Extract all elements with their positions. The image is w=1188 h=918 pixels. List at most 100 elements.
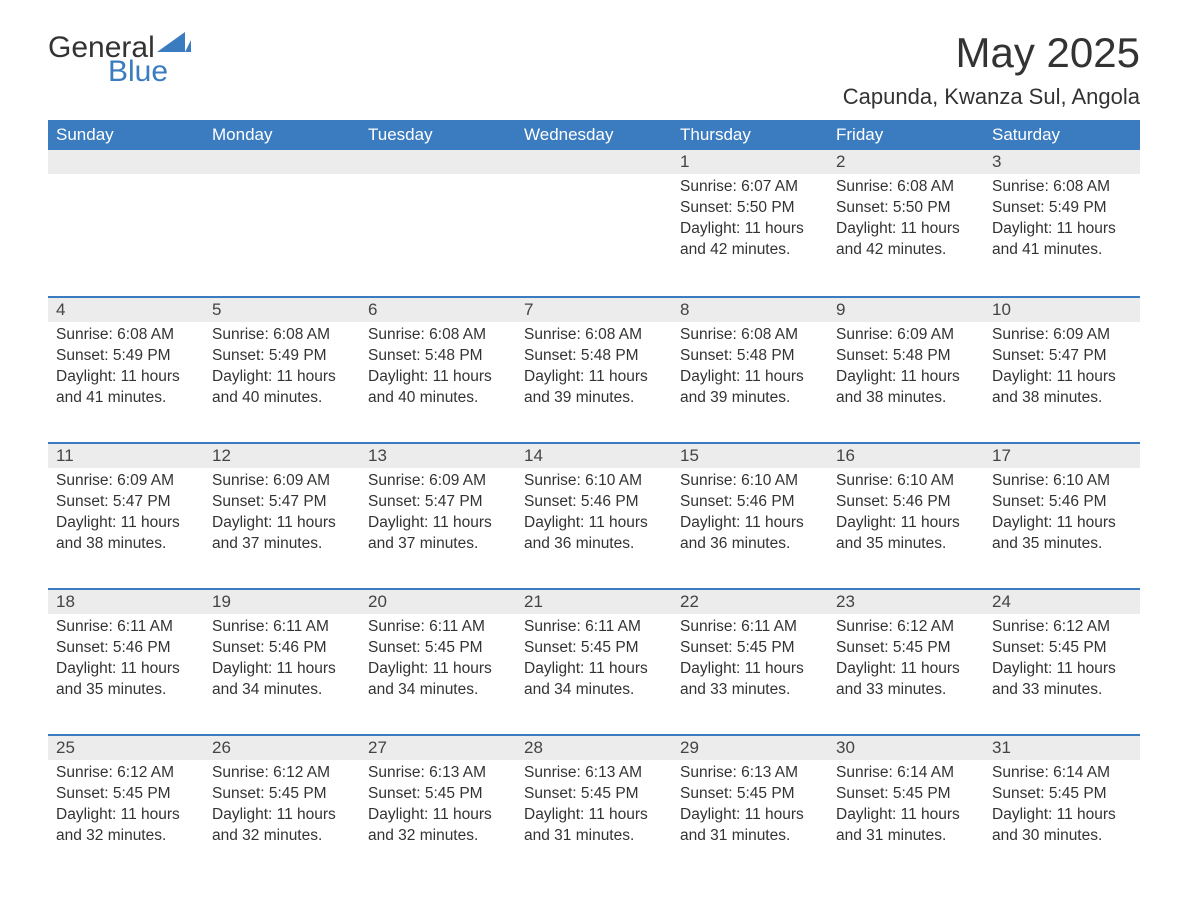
day-details: Sunrise: 6:13 AMSunset: 5:45 PMDaylight:… (516, 760, 672, 853)
day-number: 9 (828, 296, 984, 322)
day-number: 19 (204, 588, 360, 614)
calendar-day-cell: 5Sunrise: 6:08 AMSunset: 5:49 PMDaylight… (204, 296, 360, 442)
sunset-line: Sunset: 5:50 PM (680, 198, 820, 219)
sunrise-line: Sunrise: 6:12 AM (992, 617, 1132, 638)
day-details: Sunrise: 6:09 AMSunset: 5:48 PMDaylight:… (828, 322, 984, 415)
daylight-line: Daylight: 11 hours and 39 minutes. (680, 367, 820, 409)
day-details: Sunrise: 6:11 AMSunset: 5:45 PMDaylight:… (516, 614, 672, 707)
day-details: Sunrise: 6:08 AMSunset: 5:49 PMDaylight:… (48, 322, 204, 415)
sunset-line: Sunset: 5:45 PM (524, 784, 664, 805)
sunset-line: Sunset: 5:47 PM (212, 492, 352, 513)
day-details: Sunrise: 6:11 AMSunset: 5:46 PMDaylight:… (48, 614, 204, 707)
calendar-day-cell: 18Sunrise: 6:11 AMSunset: 5:46 PMDayligh… (48, 588, 204, 734)
day-details: Sunrise: 6:11 AMSunset: 5:45 PMDaylight:… (360, 614, 516, 707)
calendar-day-cell: 15Sunrise: 6:10 AMSunset: 5:46 PMDayligh… (672, 442, 828, 588)
sunset-line: Sunset: 5:47 PM (368, 492, 508, 513)
day-number: 17 (984, 442, 1140, 468)
calendar-week-row: 11Sunrise: 6:09 AMSunset: 5:47 PMDayligh… (48, 442, 1140, 588)
calendar-day-cell: 30Sunrise: 6:14 AMSunset: 5:45 PMDayligh… (828, 734, 984, 880)
sunset-line: Sunset: 5:48 PM (368, 346, 508, 367)
day-details: Sunrise: 6:08 AMSunset: 5:48 PMDaylight:… (672, 322, 828, 415)
sunrise-line: Sunrise: 6:12 AM (56, 763, 196, 784)
day-details: Sunrise: 6:14 AMSunset: 5:45 PMDaylight:… (828, 760, 984, 853)
day-number (204, 150, 360, 174)
sunrise-line: Sunrise: 6:14 AM (992, 763, 1132, 784)
weekday-header: Friday (828, 120, 984, 150)
calendar-day-cell: 27Sunrise: 6:13 AMSunset: 5:45 PMDayligh… (360, 734, 516, 880)
daylight-line: Daylight: 11 hours and 33 minutes. (680, 659, 820, 701)
day-details (48, 174, 204, 254)
day-details: Sunrise: 6:09 AMSunset: 5:47 PMDaylight:… (204, 468, 360, 561)
sunrise-line: Sunrise: 6:11 AM (212, 617, 352, 638)
daylight-line: Daylight: 11 hours and 38 minutes. (56, 513, 196, 555)
day-number: 27 (360, 734, 516, 760)
calendar-day-cell: 23Sunrise: 6:12 AMSunset: 5:45 PMDayligh… (828, 588, 984, 734)
sunset-line: Sunset: 5:47 PM (56, 492, 196, 513)
daylight-line: Daylight: 11 hours and 37 minutes. (212, 513, 352, 555)
sunset-line: Sunset: 5:46 PM (212, 638, 352, 659)
logo: General Blue (48, 30, 193, 87)
calendar-day-cell (48, 150, 204, 296)
daylight-line: Daylight: 11 hours and 42 minutes. (680, 219, 820, 261)
sunset-line: Sunset: 5:45 PM (680, 784, 820, 805)
daylight-line: Daylight: 11 hours and 34 minutes. (524, 659, 664, 701)
sunset-line: Sunset: 5:46 PM (992, 492, 1132, 513)
day-details: Sunrise: 6:09 AMSunset: 5:47 PMDaylight:… (984, 322, 1140, 415)
day-number: 15 (672, 442, 828, 468)
calendar-day-cell: 20Sunrise: 6:11 AMSunset: 5:45 PMDayligh… (360, 588, 516, 734)
calendar-day-cell: 9Sunrise: 6:09 AMSunset: 5:48 PMDaylight… (828, 296, 984, 442)
sunrise-line: Sunrise: 6:11 AM (368, 617, 508, 638)
sunrise-line: Sunrise: 6:08 AM (212, 325, 352, 346)
sunrise-line: Sunrise: 6:12 AM (836, 617, 976, 638)
sunset-line: Sunset: 5:46 PM (836, 492, 976, 513)
sunrise-line: Sunrise: 6:11 AM (56, 617, 196, 638)
daylight-line: Daylight: 11 hours and 34 minutes. (368, 659, 508, 701)
sunrise-line: Sunrise: 6:11 AM (680, 617, 820, 638)
sunset-line: Sunset: 5:45 PM (368, 638, 508, 659)
calendar-header-row: Sunday Monday Tuesday Wednesday Thursday… (48, 120, 1140, 150)
weekday-header: Sunday (48, 120, 204, 150)
day-details: Sunrise: 6:11 AMSunset: 5:46 PMDaylight:… (204, 614, 360, 707)
day-number: 29 (672, 734, 828, 760)
day-number: 11 (48, 442, 204, 468)
calendar-day-cell: 17Sunrise: 6:10 AMSunset: 5:46 PMDayligh… (984, 442, 1140, 588)
day-details (204, 174, 360, 254)
sunrise-line: Sunrise: 6:13 AM (524, 763, 664, 784)
sunrise-line: Sunrise: 6:08 AM (524, 325, 664, 346)
day-number: 13 (360, 442, 516, 468)
page-subtitle: Capunda, Kwanza Sul, Angola (843, 84, 1140, 110)
weekday-header: Thursday (672, 120, 828, 150)
day-number: 16 (828, 442, 984, 468)
sunrise-line: Sunrise: 6:09 AM (212, 471, 352, 492)
weekday-header: Wednesday (516, 120, 672, 150)
sunset-line: Sunset: 5:48 PM (680, 346, 820, 367)
day-number: 7 (516, 296, 672, 322)
day-number: 4 (48, 296, 204, 322)
sunset-line: Sunset: 5:49 PM (56, 346, 196, 367)
daylight-line: Daylight: 11 hours and 30 minutes. (992, 805, 1132, 847)
sunrise-line: Sunrise: 6:08 AM (836, 177, 976, 198)
day-number: 6 (360, 296, 516, 322)
daylight-line: Daylight: 11 hours and 41 minutes. (992, 219, 1132, 261)
sunrise-line: Sunrise: 6:08 AM (368, 325, 508, 346)
daylight-line: Daylight: 11 hours and 36 minutes. (680, 513, 820, 555)
calendar-day-cell: 29Sunrise: 6:13 AMSunset: 5:45 PMDayligh… (672, 734, 828, 880)
day-number: 30 (828, 734, 984, 760)
day-details: Sunrise: 6:13 AMSunset: 5:45 PMDaylight:… (672, 760, 828, 853)
day-number (360, 150, 516, 174)
day-details: Sunrise: 6:07 AMSunset: 5:50 PMDaylight:… (672, 174, 828, 267)
day-number: 24 (984, 588, 1140, 614)
sunrise-line: Sunrise: 6:12 AM (212, 763, 352, 784)
calendar-day-cell: 11Sunrise: 6:09 AMSunset: 5:47 PMDayligh… (48, 442, 204, 588)
sunset-line: Sunset: 5:49 PM (212, 346, 352, 367)
daylight-line: Daylight: 11 hours and 33 minutes. (992, 659, 1132, 701)
calendar-day-cell: 22Sunrise: 6:11 AMSunset: 5:45 PMDayligh… (672, 588, 828, 734)
daylight-line: Daylight: 11 hours and 32 minutes. (368, 805, 508, 847)
day-details: Sunrise: 6:08 AMSunset: 5:49 PMDaylight:… (204, 322, 360, 415)
day-number: 18 (48, 588, 204, 614)
day-details: Sunrise: 6:13 AMSunset: 5:45 PMDaylight:… (360, 760, 516, 853)
day-details: Sunrise: 6:10 AMSunset: 5:46 PMDaylight:… (984, 468, 1140, 561)
weekday-header: Monday (204, 120, 360, 150)
day-details (516, 174, 672, 254)
sunset-line: Sunset: 5:46 PM (680, 492, 820, 513)
